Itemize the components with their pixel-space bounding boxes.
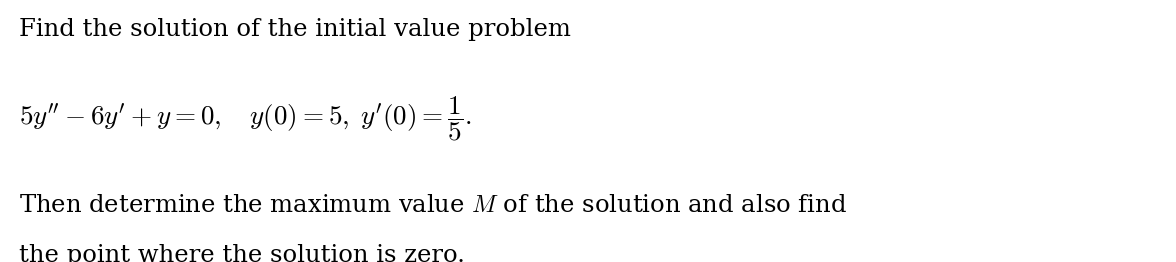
Text: the point where the solution is zero.: the point where the solution is zero. bbox=[19, 244, 465, 262]
Text: Then determine the maximum value $M$ of the solution and also find: Then determine the maximum value $M$ of … bbox=[19, 194, 847, 217]
Text: Find the solution of the initial value problem: Find the solution of the initial value p… bbox=[19, 18, 570, 41]
Text: $5y'' - 6y' + y = 0, \quad y(0) = 5, \; y'(0) = \dfrac{1}{5}.$: $5y'' - 6y' + y = 0, \quad y(0) = 5, \; … bbox=[19, 94, 472, 143]
